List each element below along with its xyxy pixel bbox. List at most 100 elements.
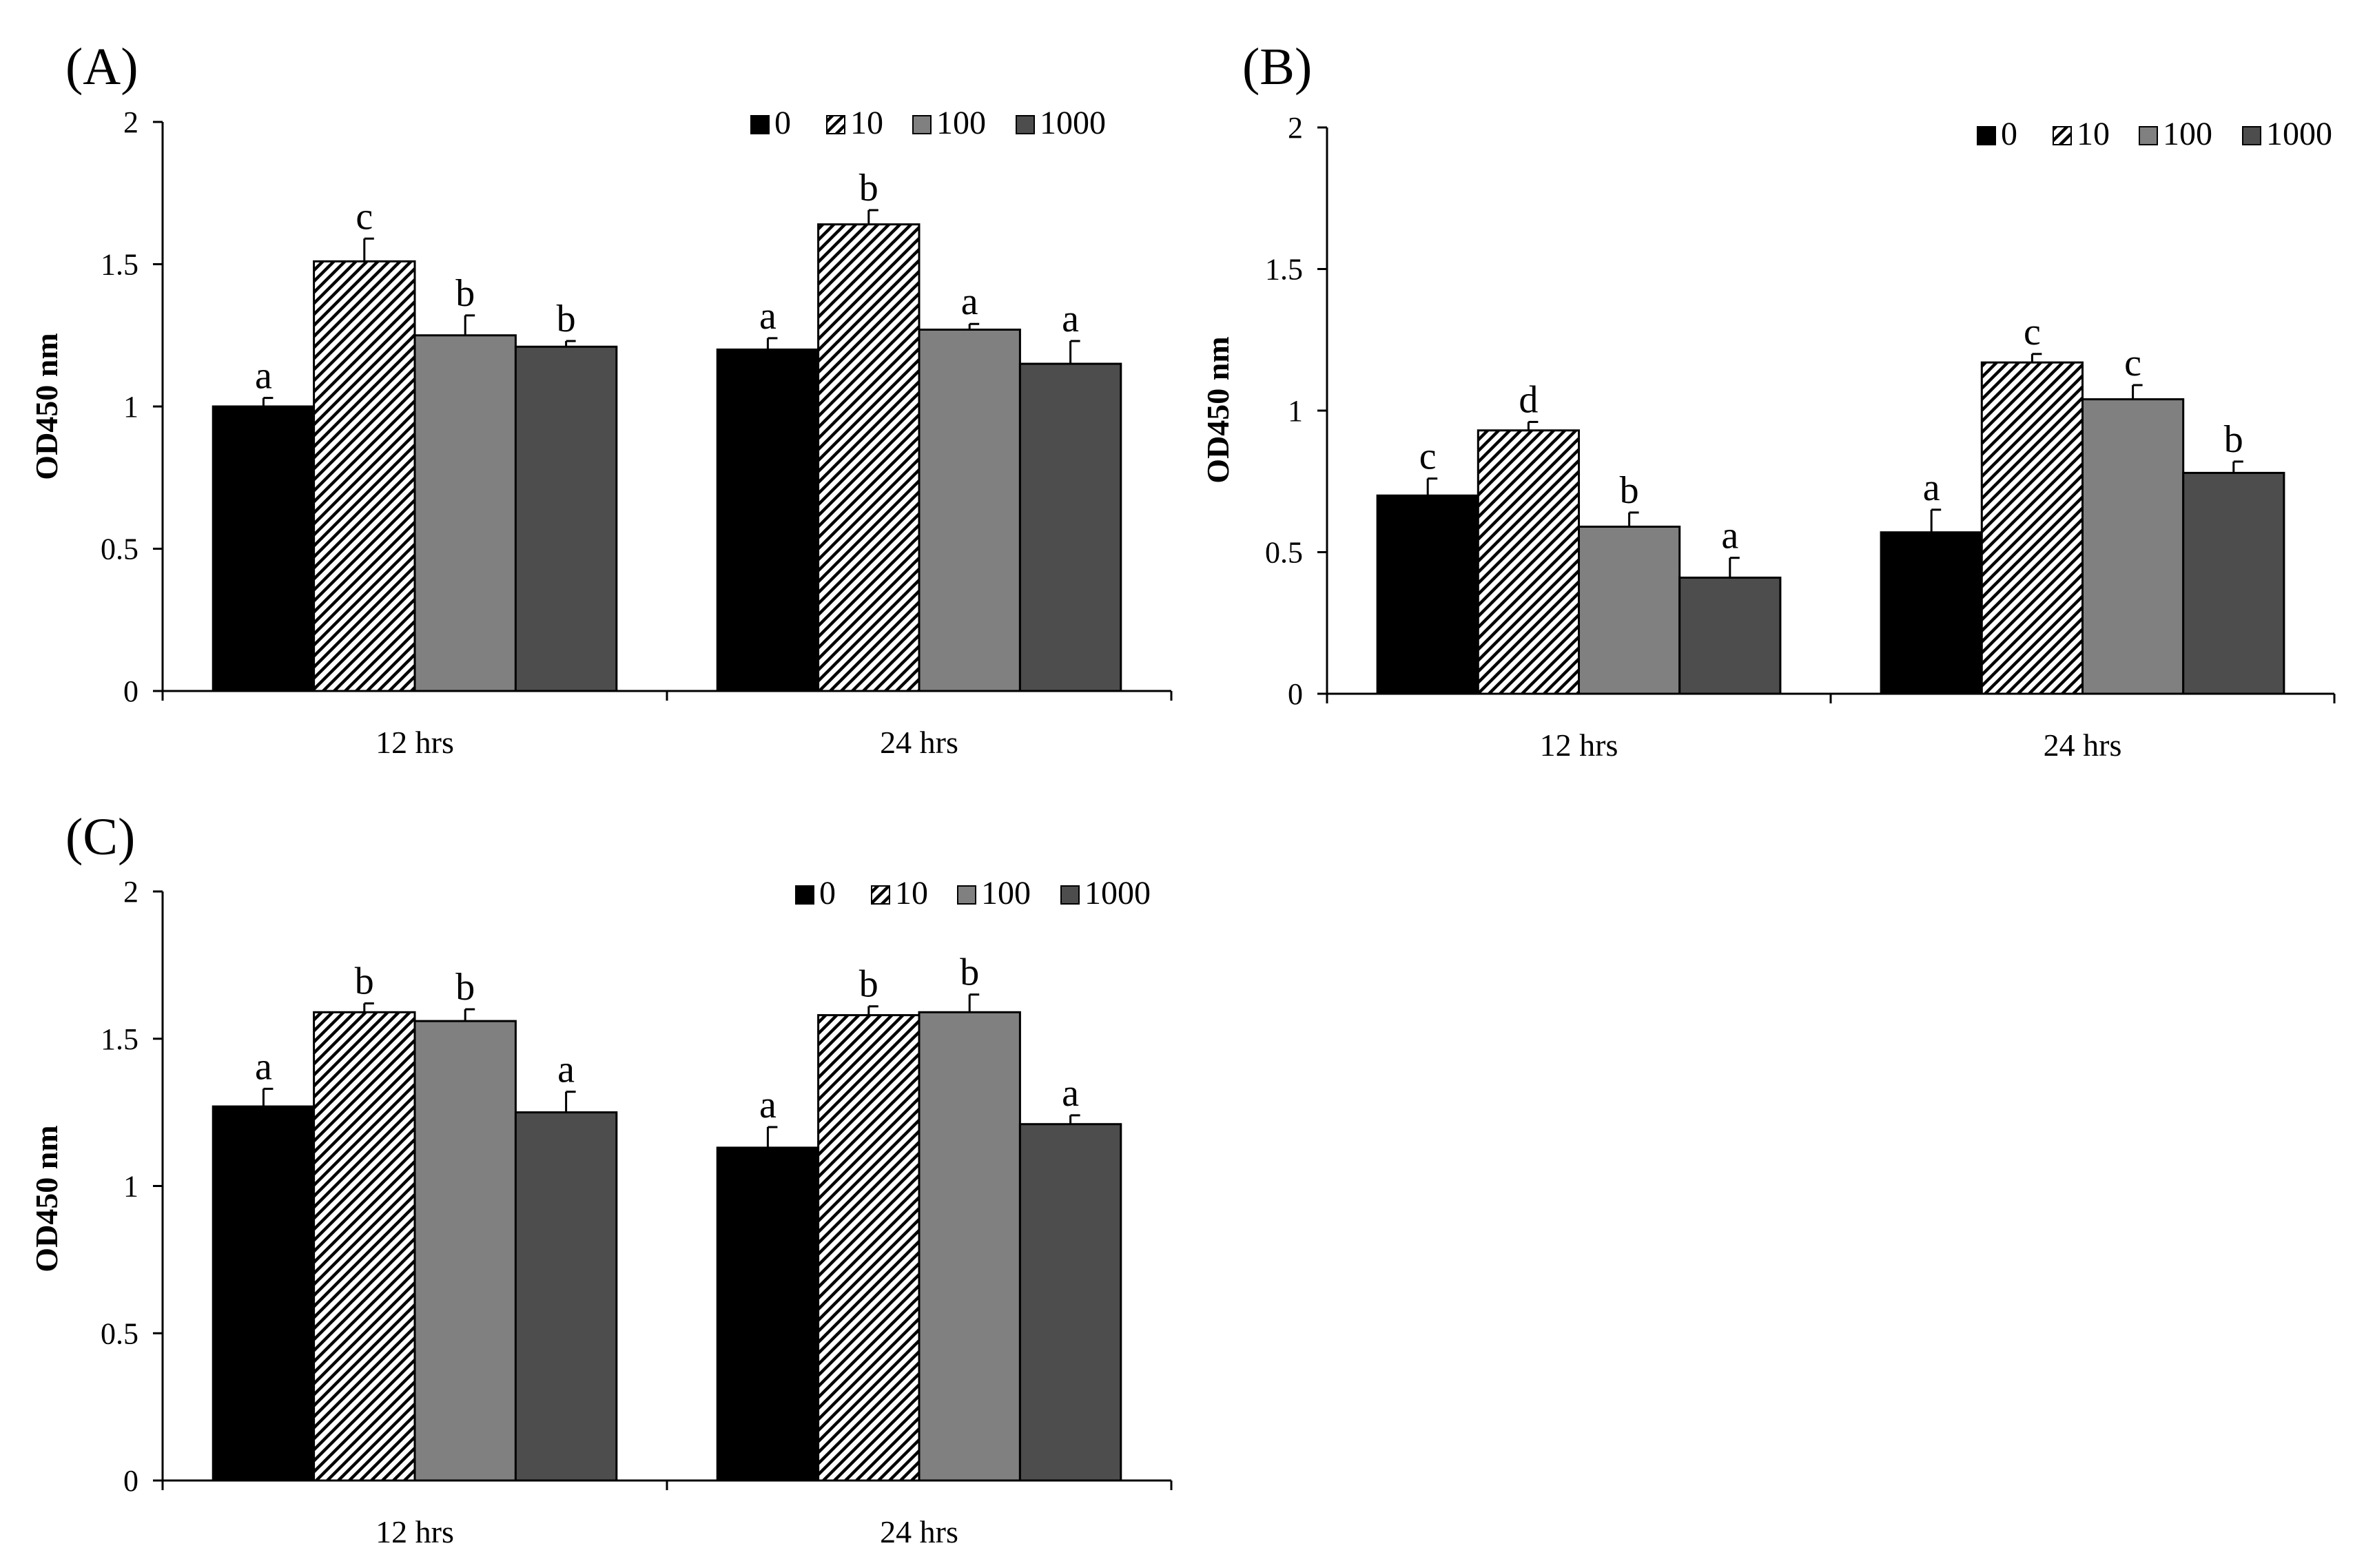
significance-letter: b xyxy=(2224,418,2243,461)
bar xyxy=(918,1011,1021,1482)
legend-swatch xyxy=(1060,885,1080,905)
significance-letter: c xyxy=(356,195,373,238)
y-tick-label: 1 xyxy=(1288,394,1303,428)
legend-label: 100 xyxy=(981,875,1031,911)
legend-label: 10 xyxy=(2077,116,2110,152)
significance-letter: a xyxy=(1062,298,1079,340)
y-tick-label: 0.5 xyxy=(1265,536,1303,570)
legend-swatch xyxy=(795,885,814,905)
bar xyxy=(1477,429,1581,695)
bar xyxy=(313,1011,416,1482)
legend-swatch xyxy=(826,115,845,134)
y-axis-label: OD450 nm xyxy=(29,333,64,479)
y-tick-label: 0.5 xyxy=(101,1317,138,1350)
y-tick-label: 1 xyxy=(123,1170,138,1204)
significance-letter: b xyxy=(960,951,979,994)
panel-c: (C) OD450 nm 0 0.5 1 1.5 2 12 hrs 24 hrs a a b b b b a a… xyxy=(29,808,1173,1549)
y-tick-label: 1 xyxy=(123,390,138,424)
bar xyxy=(1980,361,2084,695)
legend-swatch xyxy=(2242,126,2261,145)
legend-label: 10 xyxy=(850,105,883,141)
y-tick-label: 1.5 xyxy=(101,1022,138,1056)
bar xyxy=(716,348,820,692)
x-tick-label: 24 hrs xyxy=(2044,728,2122,763)
legend-swatch xyxy=(1016,115,1035,134)
significance-letter: a xyxy=(1923,466,1940,509)
bar xyxy=(1880,531,1983,695)
legend-swatch xyxy=(912,115,932,134)
y-tick-label: 0.5 xyxy=(101,533,138,566)
significance-letter: b xyxy=(455,272,475,315)
x-tick-label: 12 hrs xyxy=(376,725,454,760)
x-tick-label: 24 hrs xyxy=(880,1514,958,1549)
y-tick-label: 1.5 xyxy=(1265,253,1303,287)
significance-letter: a xyxy=(759,1084,777,1126)
legend-label: 10 xyxy=(895,875,928,911)
legend-swatch xyxy=(750,115,770,134)
bar xyxy=(514,345,618,692)
bar xyxy=(1578,526,1681,695)
bar xyxy=(413,334,517,692)
bar xyxy=(212,405,316,692)
legend-label: 1000 xyxy=(1084,875,1151,911)
legend-label: 100 xyxy=(936,105,986,141)
y-tick-label: 0 xyxy=(1288,677,1303,711)
bar xyxy=(514,1111,618,1482)
significance-letter: c xyxy=(1419,435,1437,478)
panel-label: (A) xyxy=(65,38,138,96)
y-axis-label: OD450 nm xyxy=(29,1125,64,1272)
y-tick-label: 0 xyxy=(123,674,138,708)
significance-letter: a xyxy=(1062,1072,1079,1115)
legend-swatch xyxy=(2139,126,2158,145)
significance-letter: a xyxy=(255,355,272,398)
panel-a: (A) OD450 nm 0 0.5 1 1.5 2 12 hrs 24 hrs a a c b b a b a… xyxy=(29,38,1173,760)
x-tick-label: 12 hrs xyxy=(376,1514,454,1549)
bar xyxy=(413,1020,517,1482)
y-axis-label: OD450 nm xyxy=(1200,336,1235,483)
legend-swatch xyxy=(1977,126,1996,145)
x-tick-label: 12 hrs xyxy=(1540,728,1618,763)
legend-label: 0 xyxy=(2001,116,2017,152)
x-tick-label: 24 hrs xyxy=(880,725,958,760)
legend-label: 100 xyxy=(2163,116,2212,152)
bar xyxy=(817,1014,921,1482)
bar xyxy=(716,1146,820,1482)
bar xyxy=(1376,494,1479,695)
significance-letter: a xyxy=(759,295,777,338)
significance-letter: a xyxy=(961,280,978,323)
legend-label: 1000 xyxy=(1040,105,1106,141)
panel-label: (C) xyxy=(65,808,135,866)
bar xyxy=(817,223,921,692)
y-tick-label: 1.5 xyxy=(101,248,138,282)
significance-letter: b xyxy=(557,298,576,340)
bar xyxy=(313,260,416,692)
significance-letter: c xyxy=(2024,311,2041,353)
significance-letter: b xyxy=(455,966,475,1009)
y-tick-label: 2 xyxy=(123,105,138,139)
legend-label: 0 xyxy=(819,875,836,911)
significance-letter: b xyxy=(1620,469,1639,512)
bar xyxy=(2182,471,2285,695)
significance-letter: b xyxy=(355,960,374,1002)
y-tick-label: 2 xyxy=(1288,111,1303,145)
significance-letter: a xyxy=(1721,515,1738,557)
y-tick-label: 0 xyxy=(123,1464,138,1498)
significance-letter: d xyxy=(1519,378,1538,421)
legend-swatch xyxy=(957,885,976,905)
significance-letter: a xyxy=(557,1049,575,1091)
legend-swatch xyxy=(871,885,890,905)
panel-label: (B) xyxy=(1242,38,1312,96)
bar xyxy=(918,328,1021,692)
bar xyxy=(1678,576,1782,695)
legend-label: 0 xyxy=(774,105,791,141)
significance-letter: b xyxy=(859,167,878,209)
y-tick-label: 2 xyxy=(123,875,138,909)
bar xyxy=(2081,398,2185,695)
significance-letter: b xyxy=(859,963,878,1006)
bar xyxy=(1018,1123,1122,1482)
significance-letter: c xyxy=(2124,342,2141,384)
significance-letter: a xyxy=(255,1045,272,1088)
legend-label: 1000 xyxy=(2266,116,2332,152)
panel-b: (B) OD450 nm 0 0.5 1 1.5 2 12 hrs 24 hrs c a d c b c a b… xyxy=(1200,38,2336,763)
